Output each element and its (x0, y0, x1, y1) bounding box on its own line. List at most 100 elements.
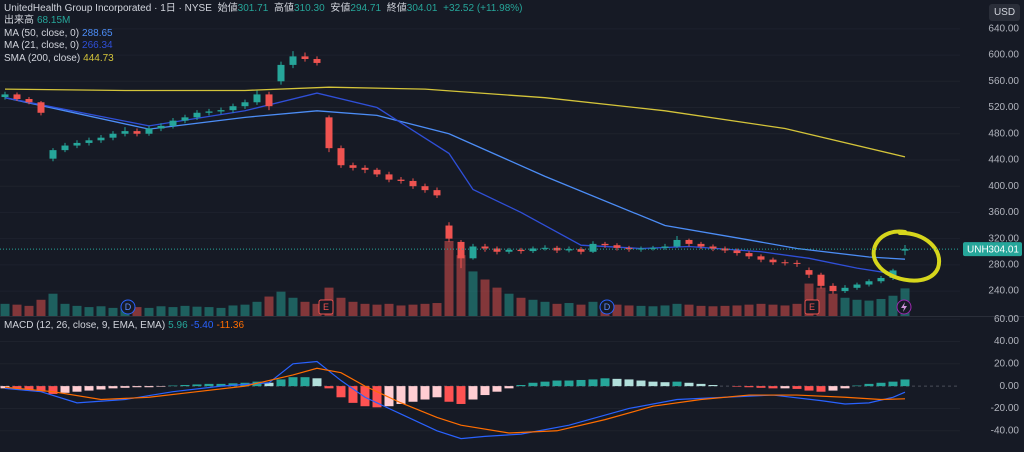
y-tick-label: 440.00 (988, 155, 1019, 166)
event-marker[interactable]: D (120, 299, 136, 315)
event-marker[interactable]: E (318, 299, 334, 315)
legend-value: 5.96 (168, 320, 188, 331)
macd-histogram-bar (192, 384, 202, 387)
macd-histogram-bar (132, 386, 142, 388)
ohlc-value: 304.01 (406, 3, 438, 14)
candle-body (841, 287, 849, 292)
marker-label: D (125, 302, 132, 312)
macd-histogram-bar (108, 386, 118, 389)
volume-bar (696, 305, 706, 316)
macd-histogram-bar (84, 386, 94, 391)
macd-histogram-bar (504, 386, 514, 389)
signal-line (4, 367, 906, 434)
candle-body (613, 245, 621, 248)
currency-box[interactable] (989, 4, 1020, 21)
candle-body (853, 284, 861, 288)
macd-histogram-bar (312, 378, 322, 387)
candle-body (793, 262, 801, 264)
volume-bar (624, 305, 634, 316)
volume-bar (768, 304, 778, 316)
volume-bar (660, 305, 670, 316)
volume-bar (504, 293, 514, 316)
y-tick-label: 20.00 (994, 358, 1019, 369)
macd-histogram-bar (564, 380, 574, 387)
candle-body (877, 277, 885, 282)
volume-bar (552, 303, 562, 316)
candle-body (181, 117, 189, 121)
macd-histogram-bar (144, 386, 154, 388)
macd-histogram-bar (876, 382, 886, 387)
volume-bar (576, 304, 586, 316)
candle-body (109, 133, 117, 138)
earnings-icon[interactable] (896, 299, 912, 315)
volume-bar (84, 307, 94, 316)
moving-average (4, 97, 906, 260)
y-tick-label: -40.00 (991, 425, 1020, 436)
candle-body (409, 180, 417, 187)
macd-histogram-bar (864, 383, 874, 387)
volume-bar (132, 307, 142, 316)
macd-histogram-bar (216, 383, 226, 387)
legend-row[interactable]: MA (21, close, 0) 266.34 (4, 40, 526, 52)
candle-body (901, 249, 909, 251)
macd-histogram-bar (348, 386, 358, 403)
candle-body (445, 225, 453, 239)
volume-bar (252, 301, 262, 316)
volume-bar (888, 295, 898, 316)
macd-histogram-bar (828, 386, 838, 391)
candle-body (133, 131, 141, 134)
volume-bar (108, 307, 118, 316)
symbol-title: UnitedHealth Group Incorporated · 1日 · N… (4, 3, 212, 14)
volume-bar (528, 299, 538, 316)
macd-histogram-bar (708, 385, 718, 387)
volume-bar (300, 301, 310, 316)
macd-histogram-bar (792, 386, 802, 389)
volume-bar (816, 287, 826, 316)
volume-bar (336, 297, 346, 316)
candle-body (85, 140, 93, 143)
candle-body (73, 142, 81, 146)
macd-histogram-bar (156, 386, 166, 387)
legend-row[interactable]: 出来高 68.15M (4, 15, 526, 27)
macd-histogram-bar (528, 382, 538, 387)
candle-body (169, 120, 177, 126)
candle-body (145, 128, 153, 134)
macd-histogram-bar (552, 380, 562, 387)
macd-histogram-bar (456, 386, 466, 404)
y-tick-label: 480.00 (988, 128, 1019, 139)
legend-row[interactable]: SMA (200, close) 444.73 (4, 53, 526, 65)
marker-label: E (809, 302, 815, 312)
candle-body (349, 165, 357, 168)
event-marker[interactable]: E (804, 299, 820, 315)
candle-body (721, 248, 729, 251)
volume-bar (372, 304, 382, 316)
macd-histogram-bar (732, 386, 742, 387)
volume-bar (420, 303, 430, 316)
macd-histogram-bar (696, 383, 706, 387)
candle-body (781, 262, 789, 264)
macd-histogram-bar (816, 386, 826, 392)
candle-body (97, 137, 105, 141)
macd-histogram-bar (204, 383, 214, 387)
volume-bar (792, 303, 802, 316)
y-tick-label: 240.00 (988, 286, 1019, 297)
volume-bar (840, 297, 850, 316)
macd-histogram-bar (540, 381, 550, 387)
event-marker[interactable]: D (599, 299, 615, 315)
macd-histogram-bar (288, 377, 298, 387)
candle-body (37, 102, 45, 113)
macd-histogram-bar (276, 379, 286, 387)
y-tick-label: 40.00 (994, 336, 1019, 347)
candle-body (697, 243, 705, 247)
y-tick-label: 60.00 (994, 314, 1019, 325)
macd-histogram-bar (360, 386, 370, 407)
legend-row[interactable]: MA (50, close, 0) 288.65 (4, 28, 526, 40)
candle-body (649, 247, 657, 249)
macd-legend[interactable]: MACD (12, 26, close, 9, EMA, EMA) 5.96 -5.… (4, 320, 247, 332)
volume-bar (876, 298, 886, 316)
volume-bar (408, 304, 418, 316)
macd-histogram-bar (480, 386, 490, 396)
legend-name: MA (50, close, 0) (4, 27, 80, 39)
candle-body (325, 117, 333, 149)
candle-body (337, 148, 345, 166)
